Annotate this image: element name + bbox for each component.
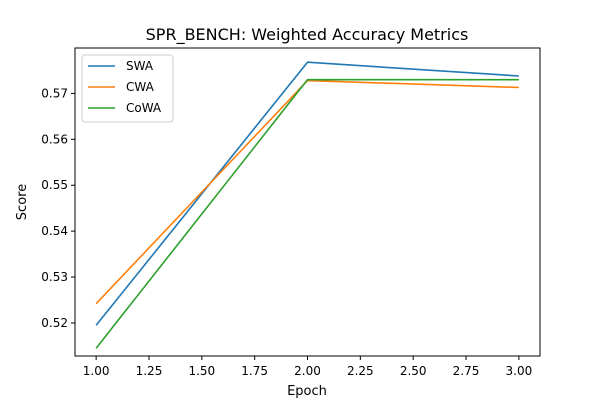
x-tick-label: 2.75 [453, 364, 480, 378]
x-tick-label: 3.00 [506, 364, 533, 378]
series-line-cowa [95, 78, 519, 349]
x-tick-label: 2.25 [347, 364, 374, 378]
chart-title: SPR_BENCH: Weighted Accuracy Metrics [146, 25, 469, 45]
x-tick-label: 2.00 [294, 364, 321, 378]
legend: SWA CWA CoWA [81, 54, 174, 123]
legend-label-cwa: CWA [126, 80, 155, 94]
legend-label-cowa: CoWA [126, 101, 162, 115]
x-axis-ticks: 1.00 1.25 1.50 1.75 2.00 2.25 2.50 2.75 3.00 [83, 356, 532, 378]
y-tick-label: 0.55 [41, 178, 68, 192]
x-tick-label: 2.50 [400, 364, 427, 378]
y-axis-label: Score [15, 184, 30, 220]
x-tick-label: 1.00 [83, 364, 110, 378]
series-lines [95, 61, 519, 349]
x-tick-label: 1.50 [188, 364, 215, 378]
x-axis-label: Epoch [287, 384, 327, 399]
legend-frame [81, 54, 174, 123]
legend-label-swa: SWA [126, 59, 154, 73]
x-tick-label: 1.75 [241, 364, 268, 378]
y-tick-label: 0.54 [41, 224, 68, 238]
y-tick-label: 0.52 [41, 316, 68, 330]
y-tick-label: 0.53 [41, 270, 68, 284]
x-tick-label: 1.25 [136, 364, 163, 378]
y-tick-label: 0.56 [41, 132, 68, 146]
series-line-swa [95, 61, 519, 326]
y-tick-label: 0.57 [41, 86, 68, 100]
y-axis-ticks: 0.52 0.53 0.54 0.55 0.56 0.57 [41, 86, 75, 330]
